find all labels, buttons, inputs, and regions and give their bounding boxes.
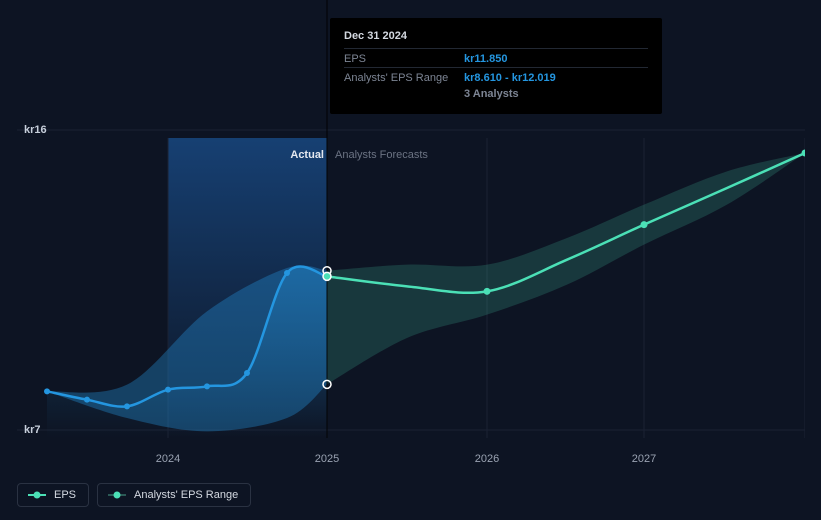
tooltip-date: Dec 31 2024 [344,30,648,48]
tooltip-row-eps: EPS kr11.850 [344,48,648,67]
chart-tooltip: Dec 31 2024 EPS kr11.850 Analysts' EPS R… [330,18,662,114]
y-tick-label: kr16 [24,124,47,136]
legend-swatch-icon [108,490,126,500]
tooltip-value: kr8.610 - kr12.019 [464,72,556,84]
tooltip-analyst-count: 3 Analysts [344,86,648,100]
legend-label: EPS [54,489,76,501]
x-tick-label: 2027 [632,453,656,465]
y-tick-label: kr7 [24,424,41,436]
tooltip-value: kr11.850 [464,53,507,65]
eps-chart: kr16 kr7 2024 2025 2026 2027 Actual Anal… [17,0,805,520]
tooltip-row-range: Analysts' EPS Range kr8.610 - kr12.019 [344,67,648,86]
legend-swatch-icon [28,490,46,500]
chart-legend: EPS Analysts' EPS Range [17,483,251,507]
x-tick-label: 2024 [156,453,180,465]
x-tick-label: 2025 [315,453,339,465]
legend-label: Analysts' EPS Range [134,489,238,501]
legend-item-range[interactable]: Analysts' EPS Range [97,483,251,507]
tooltip-key: Analysts' EPS Range [344,72,464,84]
legend-item-eps[interactable]: EPS [17,483,89,507]
actual-label: Actual [290,149,324,161]
tooltip-key: EPS [344,53,464,65]
x-tick-label: 2026 [475,453,499,465]
forecast-label: Analysts Forecasts [335,149,428,161]
